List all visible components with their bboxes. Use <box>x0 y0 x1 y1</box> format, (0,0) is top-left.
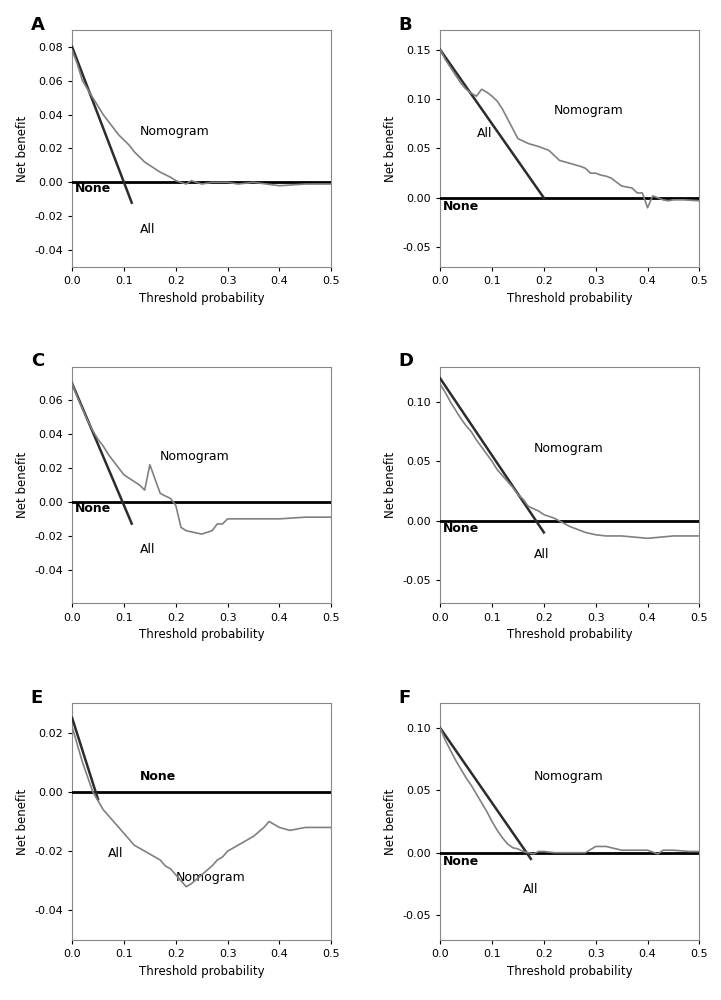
Text: All: All <box>108 847 124 860</box>
Text: B: B <box>399 16 412 34</box>
Y-axis label: Net benefit: Net benefit <box>16 115 29 182</box>
Text: All: All <box>477 127 492 140</box>
Text: Nomogram: Nomogram <box>176 871 246 884</box>
Text: All: All <box>534 548 549 561</box>
X-axis label: Threshold probability: Threshold probability <box>507 628 632 641</box>
Text: F: F <box>399 689 411 707</box>
Y-axis label: Net benefit: Net benefit <box>16 452 29 518</box>
Y-axis label: Net benefit: Net benefit <box>384 115 397 182</box>
X-axis label: Threshold probability: Threshold probability <box>507 292 632 305</box>
Text: Nomogram: Nomogram <box>534 770 603 783</box>
Y-axis label: Net benefit: Net benefit <box>16 788 29 855</box>
Text: Nomogram: Nomogram <box>534 442 603 455</box>
Text: A: A <box>30 16 45 34</box>
Text: None: None <box>443 855 479 868</box>
Text: None: None <box>75 182 111 196</box>
X-axis label: Threshold probability: Threshold probability <box>139 965 265 978</box>
X-axis label: Threshold probability: Threshold probability <box>139 292 265 305</box>
Text: None: None <box>443 200 479 213</box>
Text: None: None <box>139 770 176 783</box>
Text: All: All <box>139 223 155 236</box>
Y-axis label: Net benefit: Net benefit <box>384 452 397 518</box>
X-axis label: Threshold probability: Threshold probability <box>507 965 632 978</box>
Text: All: All <box>139 543 155 556</box>
Text: E: E <box>30 689 43 707</box>
X-axis label: Threshold probability: Threshold probability <box>139 628 265 641</box>
Text: None: None <box>75 502 111 515</box>
Text: None: None <box>443 522 479 535</box>
Y-axis label: Net benefit: Net benefit <box>384 788 397 855</box>
Text: Nomogram: Nomogram <box>554 104 624 117</box>
Text: C: C <box>30 352 44 370</box>
Text: D: D <box>399 352 414 370</box>
Text: All: All <box>523 883 539 896</box>
Text: Nomogram: Nomogram <box>139 125 209 138</box>
Text: Nomogram: Nomogram <box>160 450 230 463</box>
